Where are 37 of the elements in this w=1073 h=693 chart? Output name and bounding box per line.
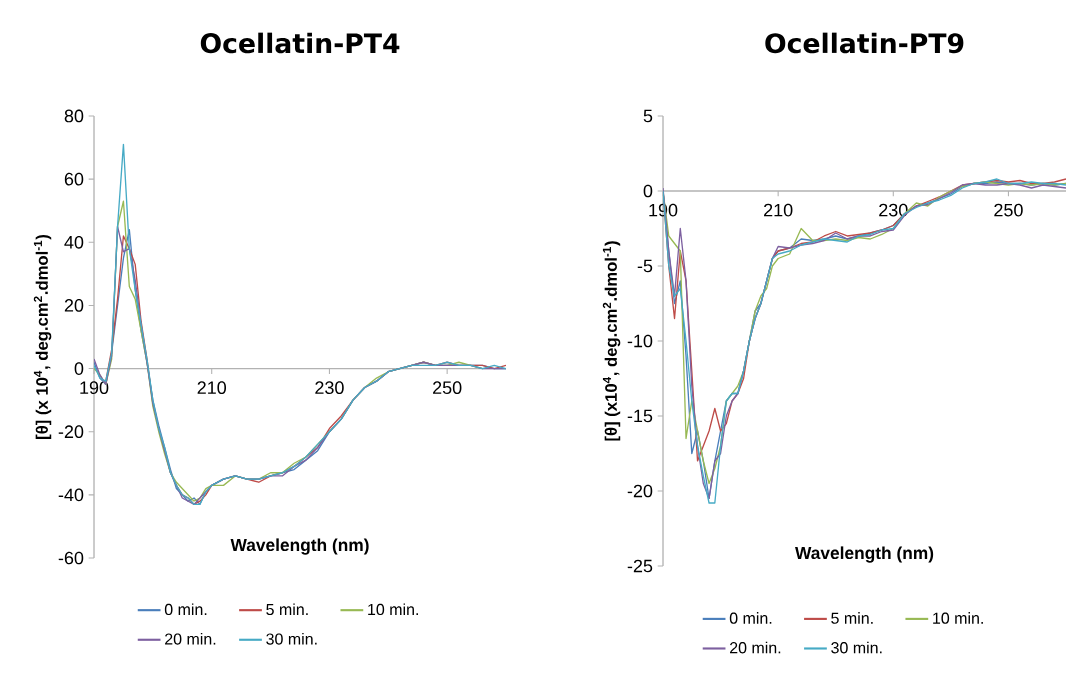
legend-label: 20 min. bbox=[730, 641, 781, 654]
y-tick-label: -60 bbox=[58, 551, 84, 565]
y-tick-label: 0 bbox=[74, 362, 84, 375]
y-tick-label: 60 bbox=[64, 172, 84, 186]
legend-label: 10 min. bbox=[368, 603, 418, 616]
x-tick-label: 230 bbox=[315, 381, 344, 395]
chart-title: Ocellatin-PT4 bbox=[200, 32, 400, 54]
y-tick-label: 20 bbox=[64, 299, 84, 312]
legend-label: 30 min. bbox=[831, 641, 882, 654]
y-axis-title: [θ] (x10$^{4}$, deg.cm$^{2}$.dmol$^{-1}$) bbox=[602, 241, 621, 441]
legend-label: 0 min. bbox=[164, 603, 207, 616]
x-axis-title: Wavelength (nm) bbox=[230, 538, 369, 555]
y-axis-title: [θ] (x 10$^{4}$, deg.cm$^{2}$.dmol$^{-1}$) bbox=[33, 234, 52, 439]
legend-label: 10 min. bbox=[933, 612, 983, 624]
x-tick-label: 210 bbox=[764, 203, 793, 217]
y-tick-label: -15 bbox=[627, 409, 653, 423]
y-tick-label: -20 bbox=[58, 425, 84, 439]
x-tick-label: 250 bbox=[994, 203, 1023, 217]
y-tick-label: -25 bbox=[627, 559, 653, 573]
x-tick-label: 250 bbox=[433, 381, 462, 395]
y-tick-label: 80 bbox=[64, 109, 84, 123]
legend-label: 5 min. bbox=[266, 603, 308, 616]
x-axis-title: Wavelength (nm) bbox=[795, 546, 934, 563]
x-tick-label: 190 bbox=[80, 381, 109, 395]
legend-label: 20 min. bbox=[165, 632, 216, 645]
legend-label: 5 min. bbox=[831, 612, 873, 624]
y-tick-label: 5 bbox=[643, 109, 653, 123]
legend-label: 0 min. bbox=[729, 612, 772, 624]
legend-label: 30 min. bbox=[266, 632, 317, 645]
chart-title: Ocellatin-PT9 bbox=[765, 32, 964, 54]
y-tick-label: -20 bbox=[627, 484, 653, 498]
y-tick-label: -5 bbox=[637, 259, 653, 273]
y-tick-label: 0 bbox=[643, 184, 653, 198]
y-tick-label: -40 bbox=[58, 488, 84, 502]
x-tick-label: 210 bbox=[197, 381, 227, 395]
y-tick-label: -10 bbox=[627, 334, 653, 348]
y-tick-label: 40 bbox=[64, 235, 84, 249]
